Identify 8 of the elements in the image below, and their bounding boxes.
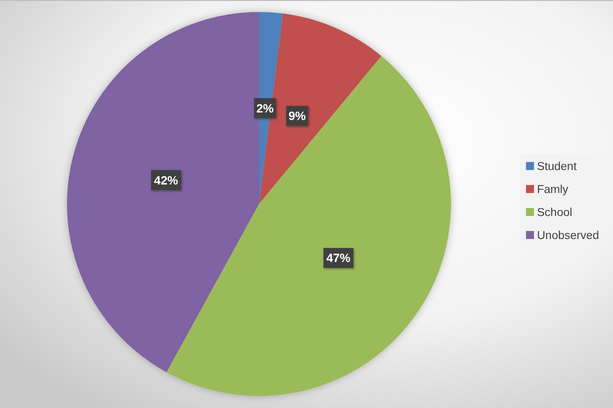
- legend-label: Famly: [537, 184, 569, 196]
- legend-label: Student: [537, 161, 578, 174]
- legend-label: Unobserved: [537, 230, 600, 242]
- data-label: 47%: [326, 251, 351, 266]
- data-label: 2%: [256, 101, 274, 116]
- data-label: 42%: [154, 173, 178, 188]
- legend-label: School: [537, 207, 572, 220]
- data-label: 9%: [288, 109, 306, 124]
